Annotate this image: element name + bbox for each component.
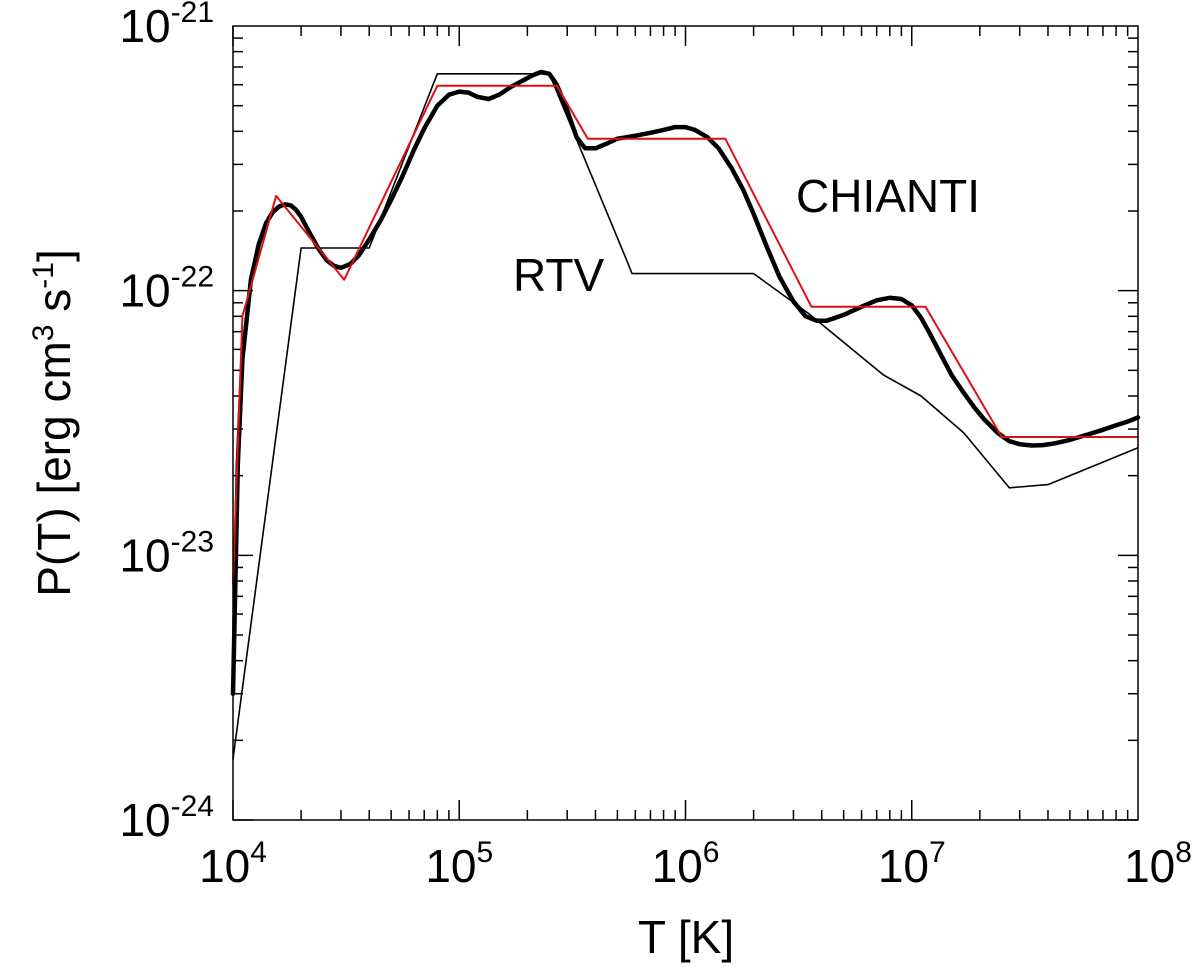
x-axis-label: T [K]	[638, 911, 734, 963]
y-axis-label-part: s	[28, 289, 80, 325]
annotation-rtv: RTV	[513, 249, 604, 301]
x-tick-label-base: 10	[878, 840, 929, 892]
y-tick-label: 10-24	[119, 790, 214, 846]
y-tick-label-base: 10	[119, 0, 170, 52]
x-tick-label-base: 10	[1124, 840, 1175, 892]
y-tick-label-base: 10	[119, 529, 170, 581]
y-tick-label-exp: -23	[171, 525, 214, 558]
annotation-chianti: CHIANTI	[796, 170, 980, 222]
y-tick-label-exp: -21	[171, 0, 214, 29]
x-tick-label-exp: 4	[250, 836, 267, 869]
y-axis-label-part: P(T) [erg cm	[28, 341, 80, 597]
y-tick-label: 10-22	[119, 261, 214, 317]
series-line-rtv	[232, 73, 1139, 760]
y-axis-label-part: ]	[28, 249, 80, 262]
x-tick-label: 104	[199, 836, 267, 892]
y-axis-label-exp: 3	[27, 325, 60, 342]
series-line-piecewise-fit	[232, 84, 1139, 585]
series-line-chianti	[230, 69, 1141, 696]
y-axis-label-exp: -1	[27, 262, 60, 289]
y-tick-label-exp: -24	[171, 790, 214, 823]
plot-frame	[232, 25, 1139, 821]
y-axis-label: P(T) [erg cm3 s-1]	[27, 249, 80, 597]
x-tick-label-exp: 8	[1175, 836, 1192, 869]
y-tick-label: 10-21	[119, 0, 214, 52]
x-tick-label-exp: 5	[476, 836, 493, 869]
y-tick-label-base: 10	[119, 265, 170, 317]
y-tick-label-base: 10	[119, 794, 170, 846]
x-tick-label-base: 10	[425, 840, 476, 892]
axis-ticks	[232, 26, 1138, 821]
x-tick-label: 105	[425, 836, 493, 892]
plot-series	[230, 69, 1141, 760]
x-tick-label: 108	[1124, 836, 1192, 892]
x-tick-label-exp: 7	[929, 836, 946, 869]
x-tick-label-base: 10	[652, 840, 703, 892]
y-tick-label: 10-23	[119, 525, 214, 581]
x-tick-label: 107	[878, 836, 946, 892]
x-tick-label-exp: 6	[703, 836, 720, 869]
x-tick-label-base: 10	[199, 840, 250, 892]
y-tick-label-exp: -22	[171, 261, 214, 294]
x-tick-label: 106	[652, 836, 720, 892]
